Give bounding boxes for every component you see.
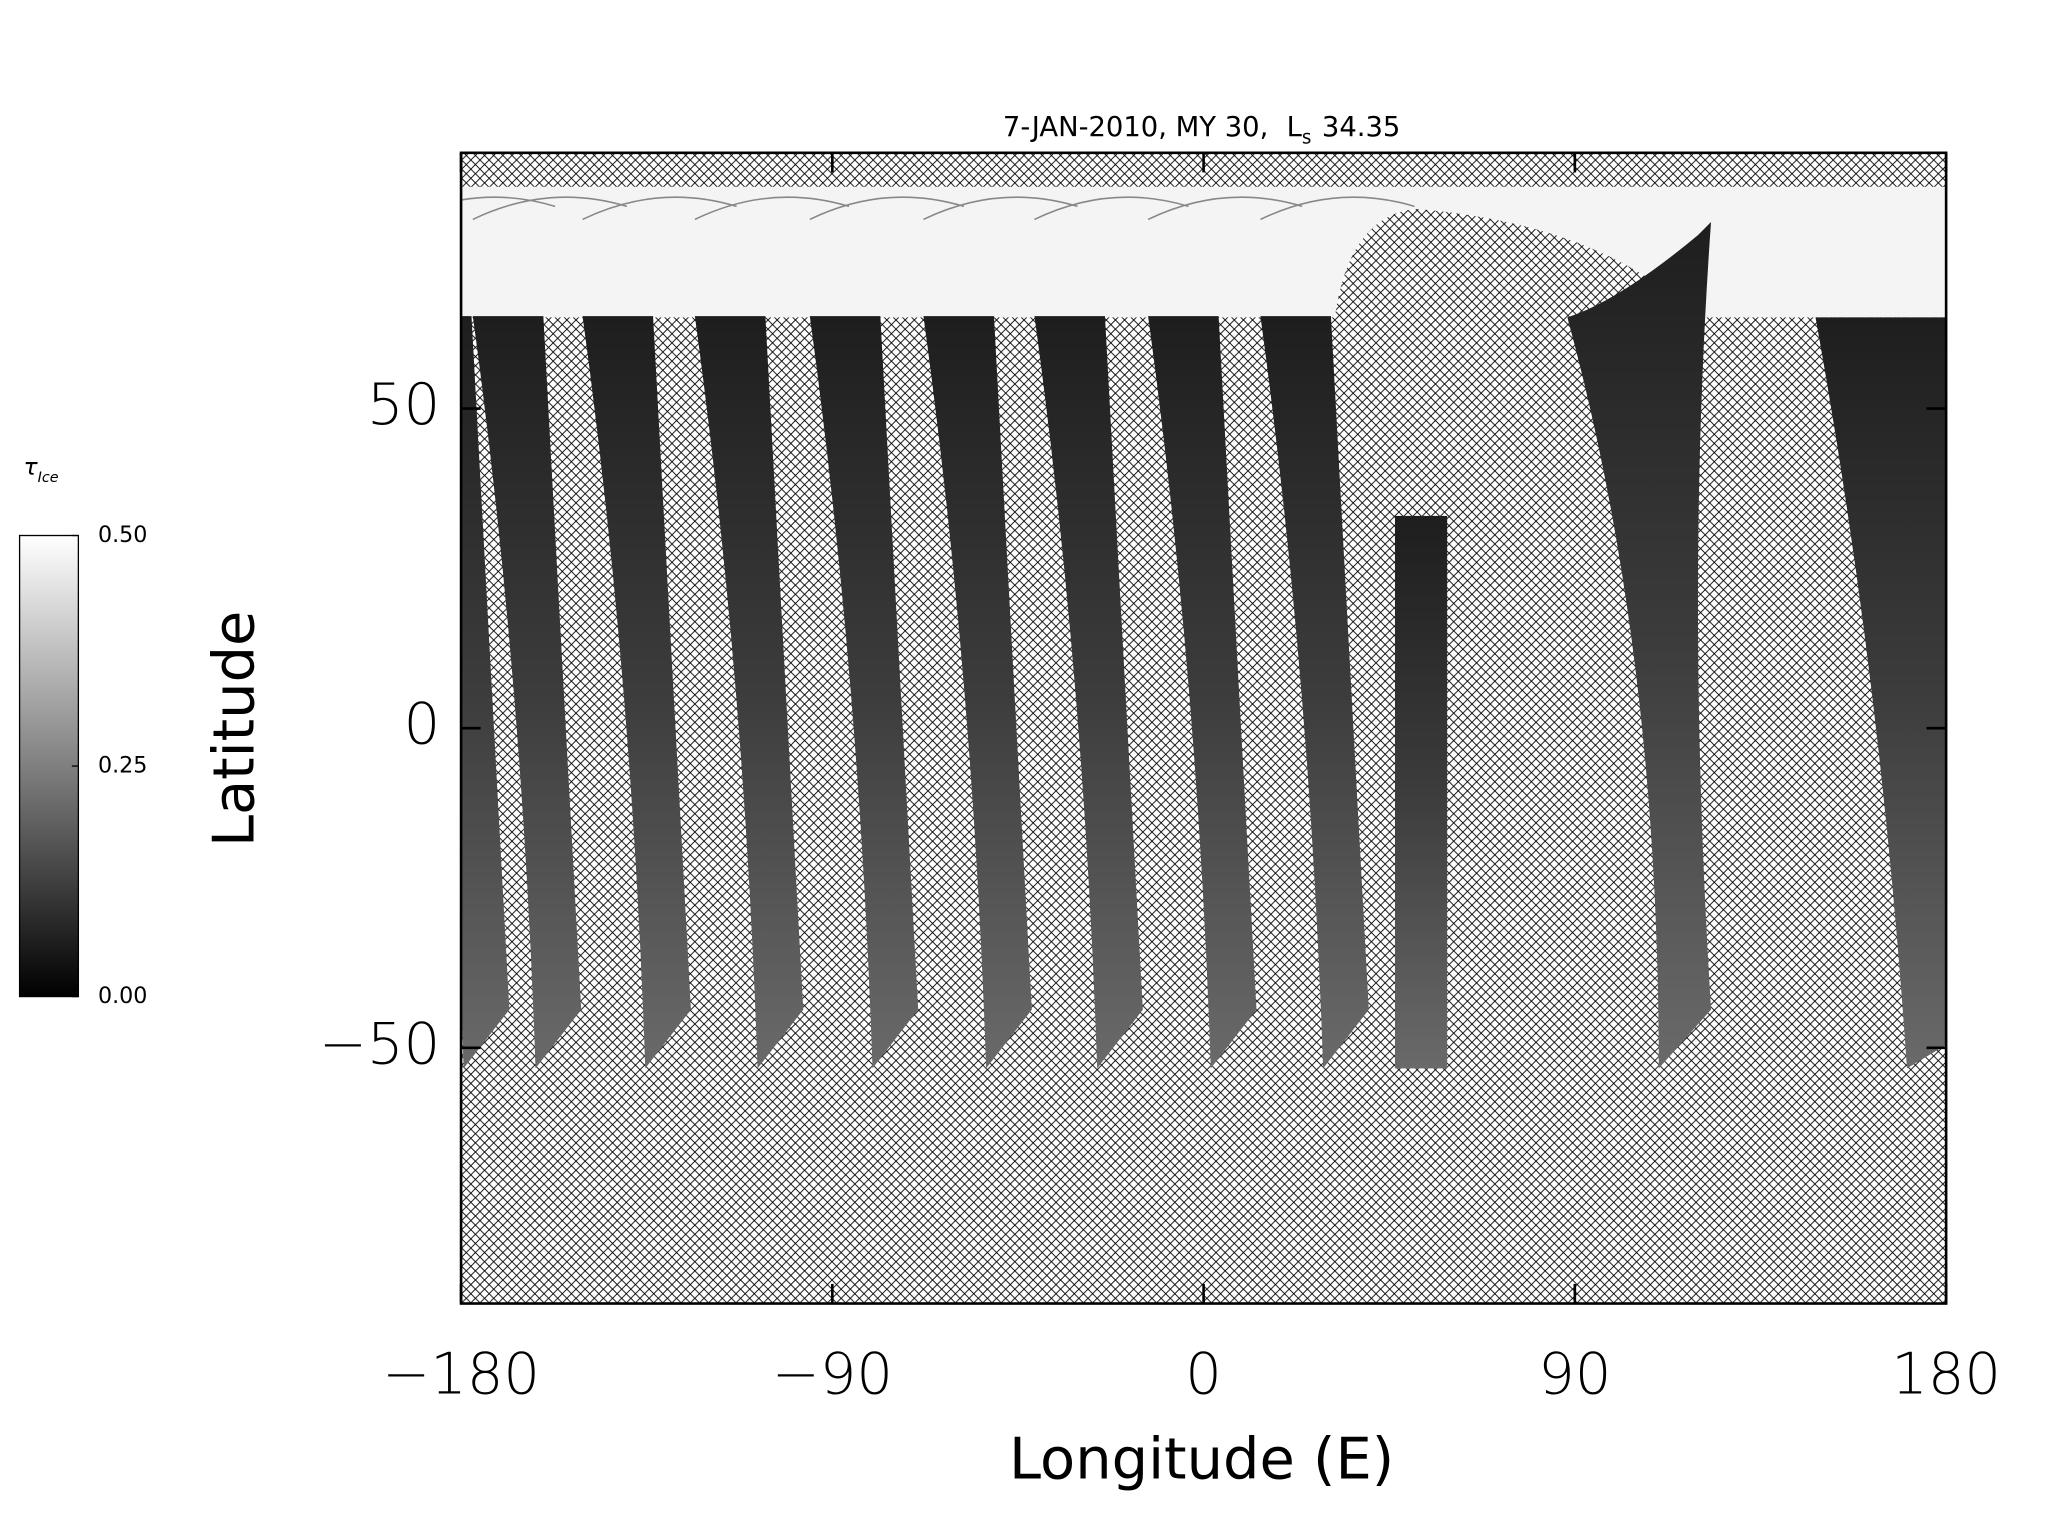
swath [1567,222,1712,1069]
y-axis-label: Latitude [200,611,267,847]
chart-title: 7-JAN-2010, MY 30, Ls 34.35 [1003,112,1400,149]
colorbar [18,534,80,998]
swath [1034,316,1143,1069]
title-symbol: L [1287,112,1303,143]
map-image [461,152,1947,1304]
swath [1148,316,1257,1069]
colorbar-subscript: Ice [38,470,59,486]
swath-cap [1260,196,1415,221]
polar-band [461,186,1947,318]
colorbar-label: τIce [24,452,59,486]
x-tick-label: 0 [1185,1340,1222,1407]
swath-cap [1034,196,1189,221]
swath-cap [1147,196,1303,221]
swath-cap [461,196,556,208]
swath-cap [472,196,628,221]
x-tick-label: −180 [382,1340,540,1407]
y-tick-label: 50 [367,371,440,438]
x-axis-label: Longitude (E) [1009,1425,1394,1492]
colorbar-symbol: τ [24,452,39,480]
colorbar-tick-label: 0.50 [98,522,147,548]
swath-cap [582,196,737,221]
x-tick-label: −90 [772,1340,893,1407]
swath [694,316,804,1069]
title-text: 7-JAN-2010, MY 30, [1003,112,1268,143]
y-tick-label: 0 [404,691,441,758]
swath-cap [809,196,965,221]
swath [582,316,691,1069]
swath [1815,317,1947,1069]
colorbar-tick-label: 0.25 [98,753,147,779]
x-tick-label: 180 [1891,1340,2001,1407]
title-value: 34.35 [1322,112,1400,143]
x-tick-label: 90 [1538,1340,1611,1407]
swath [809,316,919,1069]
swath [923,316,1032,1069]
swath-cap [694,196,850,221]
colorbar-tick-label: 0.00 [98,983,147,1009]
title-subscript: s [1302,127,1312,148]
swath [472,316,582,1069]
swath [1260,316,1369,1069]
swath [1394,515,1448,1069]
swath [461,316,510,1069]
swath-cap [923,196,1078,221]
y-tick-label: −50 [319,1010,440,1077]
